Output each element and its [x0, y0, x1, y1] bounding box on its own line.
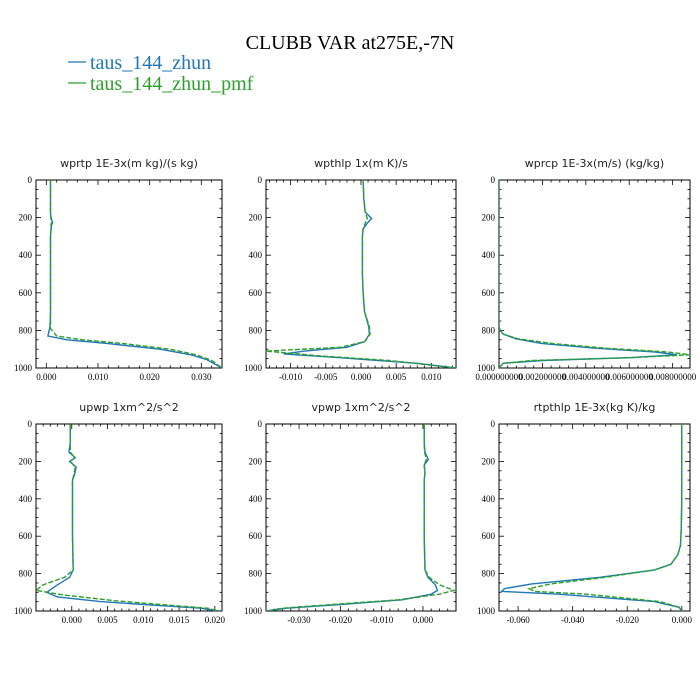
y-tick-label: 400 — [482, 494, 496, 504]
plot-frame — [498, 423, 691, 612]
series-line-zhun-pmf — [266, 180, 456, 368]
y-tick-label: 600 — [249, 288, 263, 298]
x-tick-label: 0.030 — [191, 372, 212, 382]
plot-frame — [498, 179, 691, 369]
y-tick-label: 1000 — [14, 363, 33, 373]
x-tick-label: 0.004000000 — [562, 372, 610, 382]
x-tick-label: 0.005 — [386, 372, 407, 382]
y-tick-label: 600 — [482, 288, 496, 298]
y-tick-label: 200 — [249, 213, 263, 223]
legend: taus_144_zhun taus_144_zhun_pmf — [68, 52, 254, 95]
series-line-zhun — [500, 424, 683, 611]
y-tick-label: 400 — [19, 250, 33, 260]
y-tick-label: 1000 — [244, 606, 263, 616]
y-tick-label: 600 — [482, 531, 496, 541]
panel-title: upwp 1xm^2/s^2 — [79, 401, 179, 414]
x-tick-label: -0.020 — [616, 615, 640, 625]
panel-title: wprtp 1E-3x(m kg)/(s kg) — [60, 157, 198, 170]
plot-frame — [265, 423, 457, 612]
y-tick-label: 0 — [28, 419, 33, 429]
x-tick-label: -0.030 — [287, 615, 311, 625]
x-tick-label: -0.040 — [561, 615, 585, 625]
x-tick-label: 0.010 — [88, 372, 109, 382]
x-tick-label: 0.020 — [205, 615, 226, 625]
x-tick-label: 0.015 — [169, 615, 190, 625]
y-tick-label: 800 — [249, 569, 263, 579]
y-tick-label: 800 — [19, 569, 33, 579]
y-tick-label: 200 — [482, 213, 496, 223]
x-tick-label: -0.010 — [279, 372, 303, 382]
y-tick-label: 0 — [491, 175, 496, 185]
x-tick-label: 0.000 — [413, 615, 434, 625]
panel-title: vpwp 1xm^2/s^2 — [311, 401, 410, 414]
y-tick-label: 1000 — [244, 363, 263, 373]
x-tick-label: 0.010 — [421, 372, 442, 382]
y-tick-label: 0 — [28, 175, 33, 185]
x-tick-label: -0.010 — [370, 615, 394, 625]
panel-3: wprcp 1E-3x(m/s) (kg/kg) 0 200 400 600 800 100… — [475, 157, 696, 382]
y-tick-label: 1000 — [14, 606, 33, 616]
panel-5: vpwp 1xm^2/s^2 0 200 400 600 800 1000 -0.030 -0.… — [244, 401, 457, 625]
plot-frame — [265, 179, 457, 369]
y-tick-label: 800 — [19, 325, 33, 335]
y-tick-label: 0 — [258, 175, 263, 185]
x-tick-label: 0.008000000 — [649, 372, 697, 382]
y-tick-label: 400 — [482, 250, 496, 260]
series-line-zhun-pmf — [49, 180, 222, 368]
x-tick-label: 0.000 — [351, 372, 372, 382]
legend-label-series-2: taus_144_zhun_pmf — [90, 73, 254, 95]
panel-grid: wprtp 1E-3x(m kg)/(s kg) 0 200 400 600 800 100… — [14, 157, 697, 625]
y-tick-label: 200 — [19, 213, 33, 223]
y-tick-label: 0 — [258, 419, 263, 429]
x-tick-label: 0.000 — [36, 372, 57, 382]
y-tick-label: 600 — [19, 288, 33, 298]
x-tick-label: 0.002000000 — [519, 372, 567, 382]
y-tick-label: 200 — [19, 456, 33, 466]
panel-title: rtpthlp 1E-3x(kg K)/kg — [534, 401, 656, 414]
panel-4: upwp 1xm^2/s^2 0 200 400 600 800 1000 0.000 0.00… — [14, 401, 225, 625]
y-tick-label: 800 — [482, 569, 496, 579]
series-line-zhun-pmf — [266, 424, 456, 611]
y-tick-label: 600 — [249, 531, 263, 541]
legend-label-series-1: taus_144_zhun — [90, 52, 211, 74]
y-tick-label: 400 — [249, 250, 263, 260]
y-tick-label: 0 — [491, 419, 496, 429]
plot-frame — [35, 423, 223, 612]
series-line-zhun-pmf — [526, 424, 683, 611]
panel-1: wprtp 1E-3x(m kg)/(s kg) 0 200 400 600 800 100… — [14, 157, 223, 382]
y-tick-label: 800 — [249, 325, 263, 335]
y-tick-label: 200 — [482, 456, 496, 466]
x-tick-label: 0.005 — [97, 615, 118, 625]
series-line-zhun-pmf — [36, 424, 219, 611]
series-line-zhun — [47, 180, 222, 368]
x-tick-label: 0.000 — [672, 615, 693, 625]
y-tick-label: 1000 — [477, 363, 496, 373]
y-tick-label: 400 — [19, 494, 33, 504]
panel-2: wpthlp 1x(m K)/s 0 200 400 600 800 1000 -0.010 -… — [244, 157, 457, 382]
x-tick-label: 0.010 — [133, 615, 154, 625]
panel-title: wprcp 1E-3x(m/s) (kg/kg) — [525, 157, 664, 170]
figure-title: CLUBB VAR at275E,-7N — [246, 32, 455, 54]
series-line-zhun-pmf — [499, 180, 690, 368]
y-tick-label: 400 — [249, 494, 263, 504]
series-line-zhun — [283, 180, 456, 368]
x-tick-label: -0.060 — [506, 615, 530, 625]
x-tick-label: 0.020 — [140, 372, 161, 382]
x-tick-label: 0.000 — [62, 615, 83, 625]
y-tick-label: 600 — [19, 531, 33, 541]
x-tick-label: -0.020 — [329, 615, 353, 625]
series-line-zhun — [266, 424, 439, 611]
x-tick-label: 0.000000000 — [475, 372, 523, 382]
x-tick-label: 0.006000000 — [606, 372, 654, 382]
panel-6: rtpthlp 1E-3x(kg K)/kg02004006008001000-… — [477, 401, 692, 625]
y-tick-label: 1000 — [477, 606, 496, 616]
x-tick-label: -0.005 — [314, 372, 338, 382]
y-tick-label: 800 — [482, 325, 496, 335]
panel-title: wpthlp 1x(m K)/s — [314, 157, 408, 170]
y-tick-label: 200 — [249, 456, 263, 466]
